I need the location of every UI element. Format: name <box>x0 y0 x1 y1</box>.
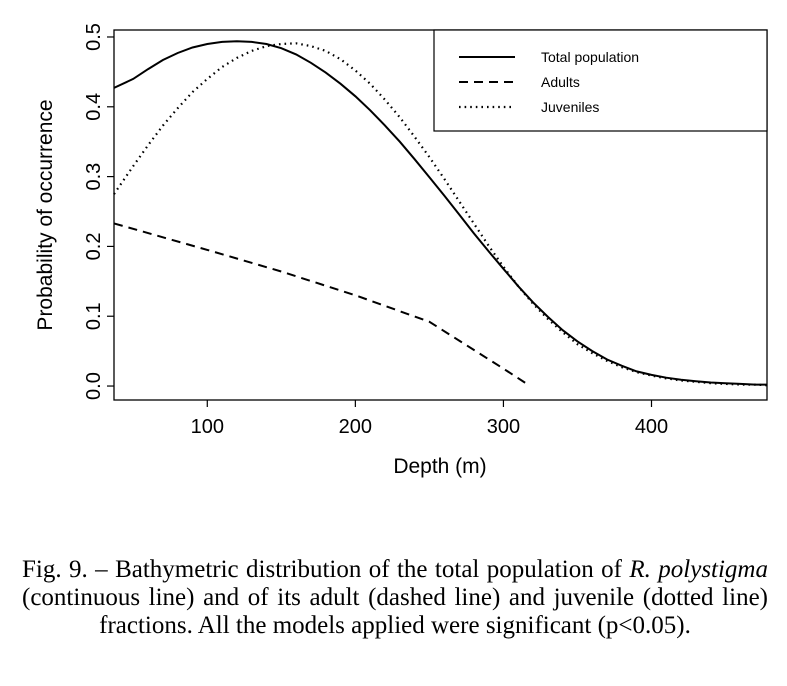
legend-box <box>433 29 768 132</box>
caption-species: R. polystigma <box>629 556 768 583</box>
figure-caption: Fig. 9. – Bathymetric distribution of th… <box>22 556 768 640</box>
legend-label: Juveniles <box>541 99 599 115</box>
x-tick-label: 100 <box>191 416 224 438</box>
x-axis: 100 200 300 400 <box>191 400 668 438</box>
y-tick-label: 0.3 <box>83 163 105 191</box>
y-tick-label: 0.5 <box>83 23 105 51</box>
bathymetric-chart: 0.0 0.1 0.2 0.3 0.4 0.5 100 200 300 400 Depth (m… <box>34 23 768 478</box>
series-layer <box>113 40 768 387</box>
y-axis: 0.0 0.1 0.2 0.3 0.4 0.5 <box>83 23 114 400</box>
legend-label: Total population <box>541 49 639 65</box>
series-line-adults <box>113 222 531 387</box>
y-axis-title: Probability of occurrence <box>34 99 57 330</box>
legend-label: Adults <box>541 74 580 90</box>
series-line-total-population <box>113 40 767 386</box>
caption-suffix: (continuous line) and of its adult (dash… <box>22 584 768 639</box>
y-tick-label: 0.1 <box>83 302 105 330</box>
x-tick-label: 200 <box>339 416 372 438</box>
x-axis-title: Depth (m) <box>393 455 486 478</box>
x-tick-label: 400 <box>635 416 668 438</box>
caption-prefix: Fig. 9. – Bathymetric distribution of th… <box>22 556 630 583</box>
y-tick-label: 0.4 <box>83 93 105 121</box>
legend: Total population Adults Juveniles <box>433 29 768 132</box>
y-tick-label: 0.2 <box>83 233 105 261</box>
x-tick-label: 300 <box>487 416 520 438</box>
y-tick-label: 0.0 <box>83 372 105 400</box>
